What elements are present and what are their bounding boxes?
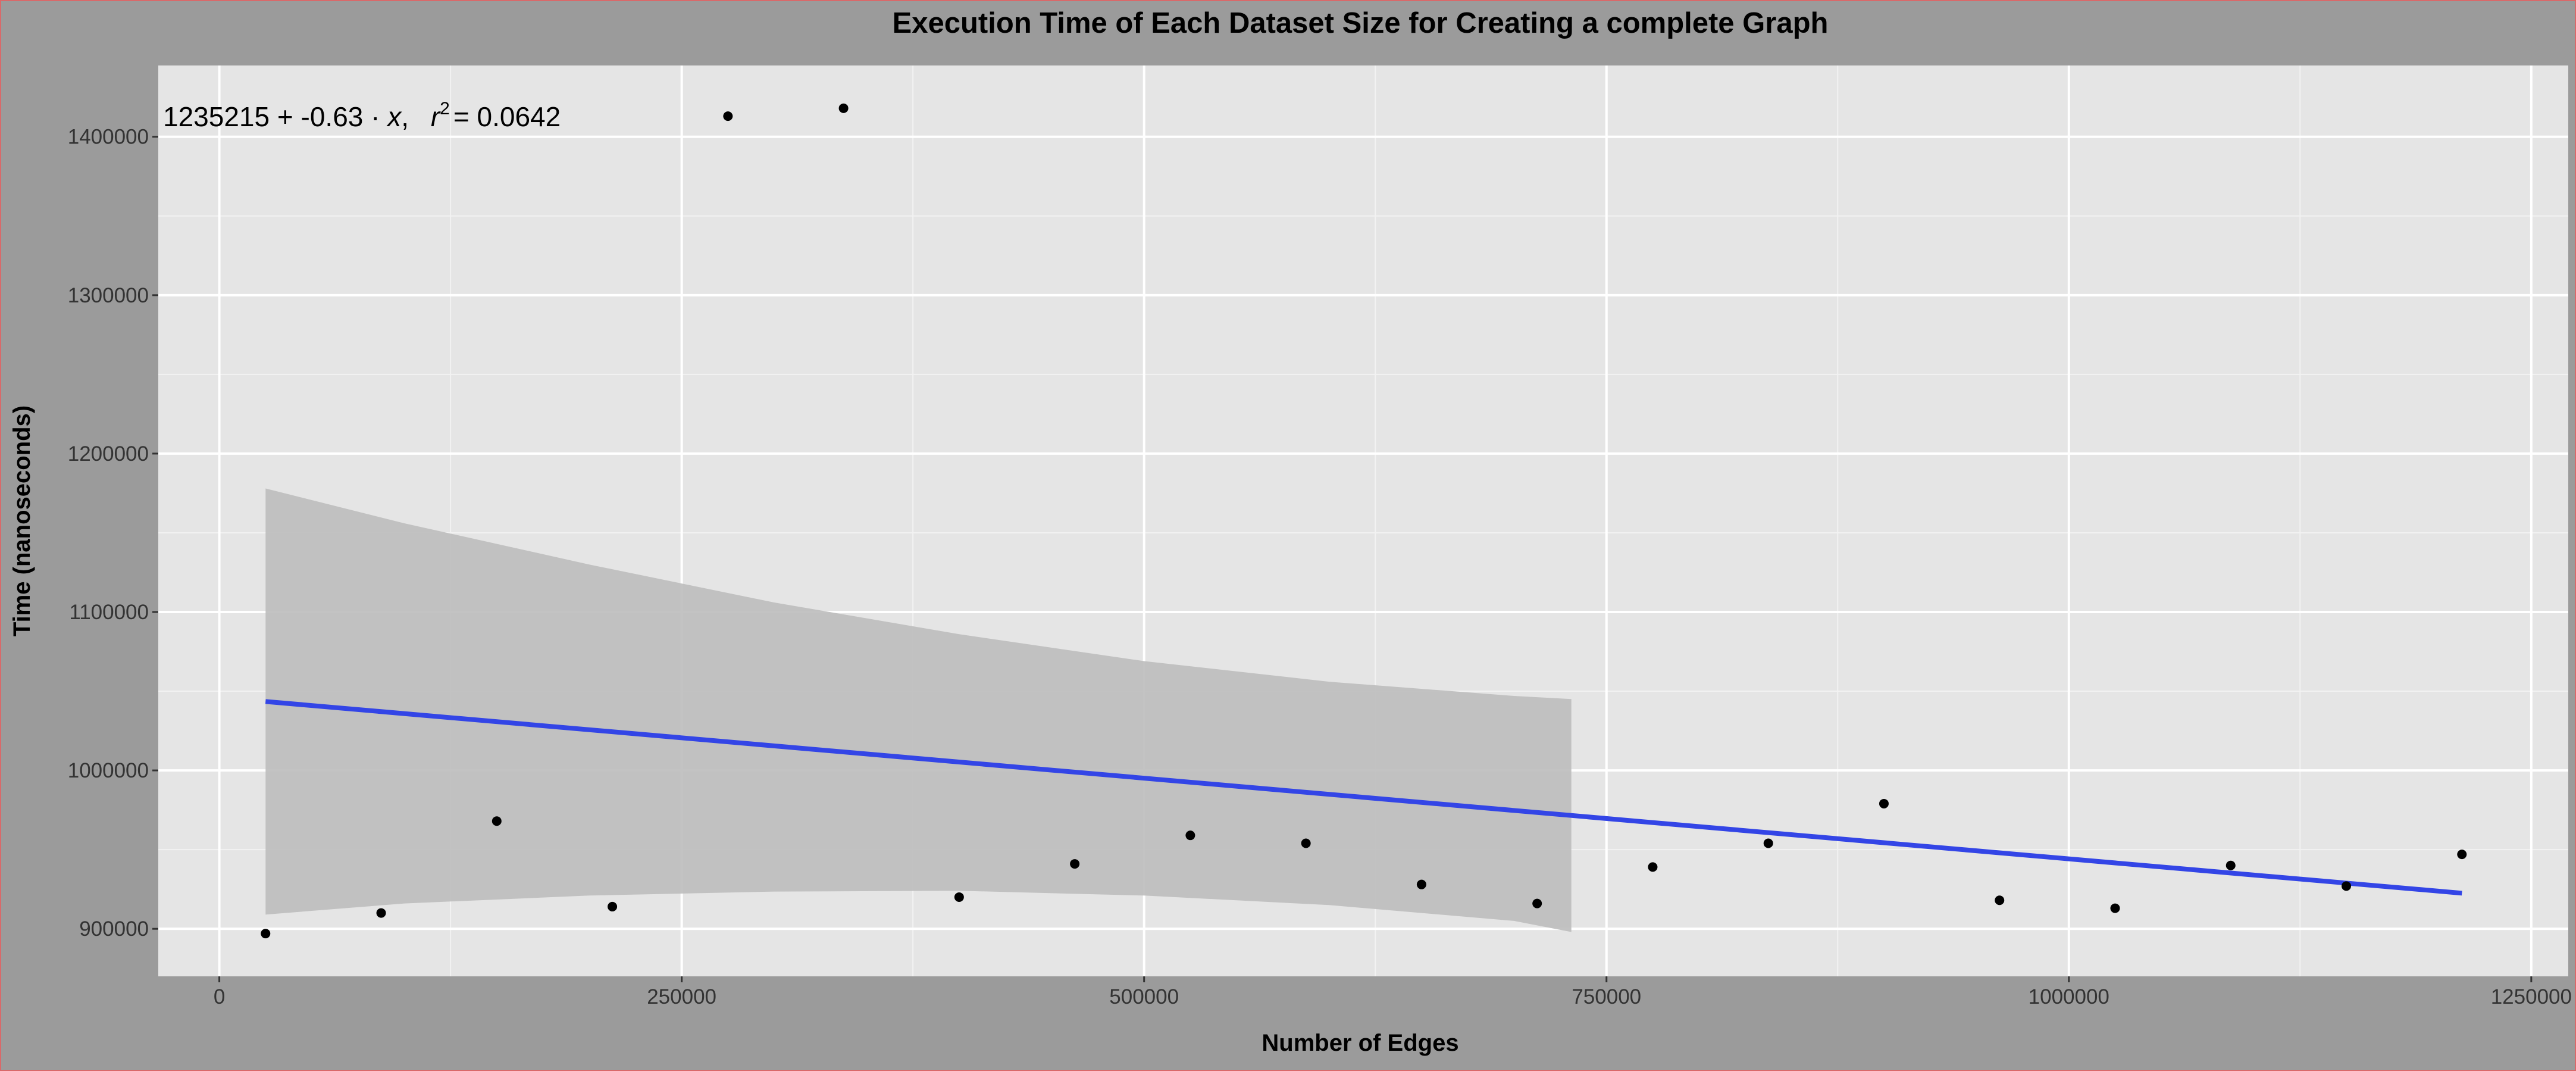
- data-point: [1070, 859, 1080, 869]
- data-point: [492, 816, 502, 826]
- data-point: [608, 901, 618, 911]
- data-point: [1532, 898, 1542, 908]
- equation-r-squared-value: = 0.0642: [453, 101, 561, 132]
- regression-equation: 1235215 + -0.63 · x, r2 = 0.0642: [163, 99, 561, 132]
- equation-r-squared-exponent: 2: [440, 99, 450, 118]
- confidence-band: [265, 488, 1572, 932]
- data-point: [1763, 838, 1773, 848]
- data-point: [2342, 881, 2352, 891]
- y-axis-title: Time (nanoseconds): [9, 405, 35, 636]
- data-point: [2110, 903, 2120, 913]
- x-axis-title: Number of Edges: [1262, 1030, 1458, 1056]
- x-tick-label: 500000: [1109, 985, 1179, 1008]
- equation-plus: +: [277, 101, 293, 132]
- data-point: [2226, 860, 2236, 870]
- data-point: [376, 908, 386, 918]
- data-point: [954, 892, 964, 902]
- y-tick-label: 1200000: [68, 442, 149, 466]
- y-tick-label: 1300000: [68, 284, 149, 307]
- data-point: [261, 929, 271, 939]
- fit-line-layer: [265, 699, 2462, 896]
- data-point: [1648, 862, 1658, 872]
- x-tick-label: 0: [214, 985, 225, 1008]
- equation-separator: ,: [401, 101, 409, 132]
- data-point: [1416, 879, 1426, 889]
- x-tick-label: 250000: [647, 985, 716, 1008]
- y-tick-label: 1400000: [68, 126, 149, 149]
- data-point: [2457, 850, 2467, 860]
- regression-line: [265, 699, 2462, 896]
- y-tick-label: 900000: [79, 917, 149, 941]
- x-tick-label: 750000: [1572, 985, 1641, 1008]
- data-point: [1879, 798, 1889, 808]
- confidence-band-layer: [265, 488, 1572, 932]
- x-tick-label: 1000000: [2029, 985, 2109, 1008]
- y-tick-label: 1000000: [68, 759, 149, 782]
- x-axis-ticks: 0 250000 500000 750000 1000000 1250000: [214, 976, 2572, 1008]
- points-layer: [261, 103, 2467, 939]
- x-tick-label: 1250000: [2491, 985, 2572, 1008]
- data-point: [1185, 830, 1195, 841]
- data-point: [1301, 838, 1311, 848]
- equation-r: r: [431, 101, 441, 132]
- chart-title: Execution Time of Each Dataset Size for …: [893, 7, 1829, 39]
- data-point: [723, 111, 733, 121]
- data-point: [1995, 895, 2005, 905]
- equation-variable: x: [386, 101, 402, 132]
- data-point: [838, 103, 849, 113]
- y-axis-ticks: 900000 1000000 1100000 1200000 1300000 140000…: [68, 126, 158, 941]
- equation-slope: -0.63: [301, 101, 364, 132]
- equation-dot: ·: [371, 101, 380, 132]
- equation-intercept: 1235215: [163, 101, 270, 132]
- y-tick-label: 1100000: [69, 601, 149, 624]
